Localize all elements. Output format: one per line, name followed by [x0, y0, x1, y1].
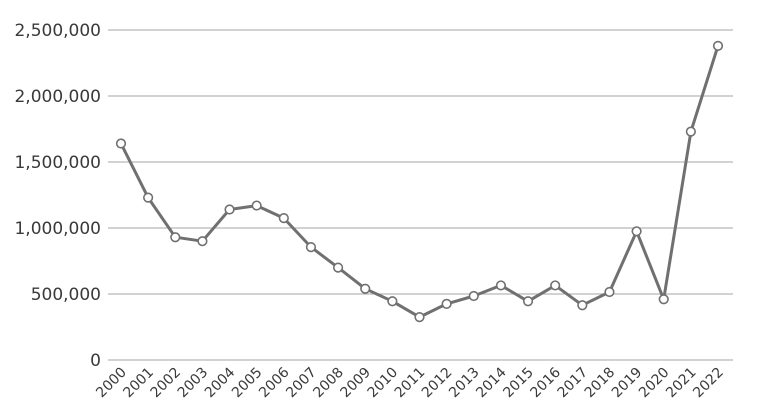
gridlines — [108, 29, 733, 361]
x-tick-label: 2019 — [609, 365, 646, 402]
y-tick-label: 2,000,000 — [14, 87, 101, 107]
x-tick-label: 2014 — [473, 364, 510, 401]
y-tick-label: 500,000 — [31, 285, 101, 305]
data-point — [468, 290, 479, 302]
data-point — [170, 232, 181, 243]
data-point — [495, 280, 507, 291]
y-tick-label: 1,500,000 — [14, 153, 101, 173]
y-tick-label: 2,500,000 — [14, 21, 101, 41]
x-tick-label: 2004 — [202, 364, 239, 401]
x-tick-label: 2006 — [256, 364, 293, 401]
y-tick-label: 0 — [90, 351, 101, 371]
data-point — [305, 242, 317, 253]
data-point — [197, 236, 208, 247]
x-tick-label: 2013 — [446, 365, 483, 402]
x-tick-label: 2010 — [365, 365, 402, 402]
y-axis-tick-labels: 0 500,000 1,000,000 1,500,000 2,000,000 2,500… — [14, 21, 101, 371]
series-group — [115, 40, 724, 323]
x-tick-label: 2018 — [582, 365, 619, 402]
x-tick-label: 2007 — [283, 365, 320, 402]
data-point — [143, 192, 154, 203]
x-tick-label: 2016 — [527, 364, 564, 401]
data-point — [604, 286, 615, 298]
data-point — [658, 294, 669, 305]
data-point — [685, 126, 696, 137]
x-tick-label: 2015 — [500, 365, 537, 402]
data-point — [360, 283, 371, 294]
data-point — [522, 296, 534, 307]
data-point — [577, 300, 588, 311]
x-tick-label: 2001 — [120, 365, 157, 402]
y-tick-label: 1,000,000 — [14, 219, 101, 239]
x-tick-label: 2005 — [229, 365, 266, 402]
data-point — [278, 213, 289, 224]
series-line — [119, 45, 720, 319]
data-point — [550, 280, 561, 291]
x-tick-label: 2003 — [175, 365, 212, 402]
x-tick-label: 2002 — [148, 365, 185, 402]
x-tick-label: 2022 — [690, 365, 727, 402]
data-point — [712, 40, 724, 51]
x-tick-label: 2017 — [555, 365, 592, 402]
data-point — [332, 262, 344, 273]
data-point — [387, 296, 398, 307]
x-tick-label: 2008 — [310, 365, 347, 402]
data-point — [631, 226, 642, 237]
data-point — [224, 204, 235, 215]
data-point — [414, 312, 425, 323]
data-point — [441, 298, 452, 310]
x-tick-label: 2021 — [663, 365, 700, 402]
data-point — [251, 200, 262, 211]
x-tick-label: 2009 — [338, 365, 375, 402]
x-tick-label: 2011 — [392, 365, 429, 402]
x-tick-label: 2012 — [419, 365, 456, 402]
x-tick-label: 2020 — [636, 365, 673, 402]
data-point — [115, 138, 127, 149]
x-axis-tick-labels: 2000200120022003200420052006200720082009… — [93, 364, 727, 401]
